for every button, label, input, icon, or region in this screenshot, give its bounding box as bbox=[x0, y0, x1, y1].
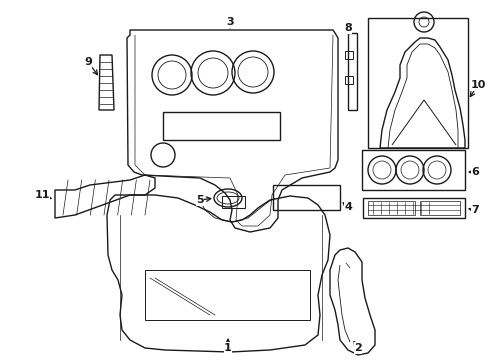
Text: 10: 10 bbox=[469, 80, 485, 90]
Text: 11: 11 bbox=[34, 190, 50, 200]
Text: 4: 4 bbox=[344, 202, 351, 212]
Text: 6: 6 bbox=[470, 167, 478, 177]
Text: 2: 2 bbox=[353, 343, 361, 353]
Text: 7: 7 bbox=[470, 205, 478, 215]
Text: 1: 1 bbox=[224, 343, 231, 353]
Bar bbox=[345, 76, 352, 84]
Text: 3: 3 bbox=[226, 17, 233, 27]
Text: 8: 8 bbox=[344, 23, 351, 33]
Text: 9: 9 bbox=[84, 57, 92, 67]
Bar bbox=[345, 51, 352, 59]
Text: 5: 5 bbox=[196, 195, 203, 205]
